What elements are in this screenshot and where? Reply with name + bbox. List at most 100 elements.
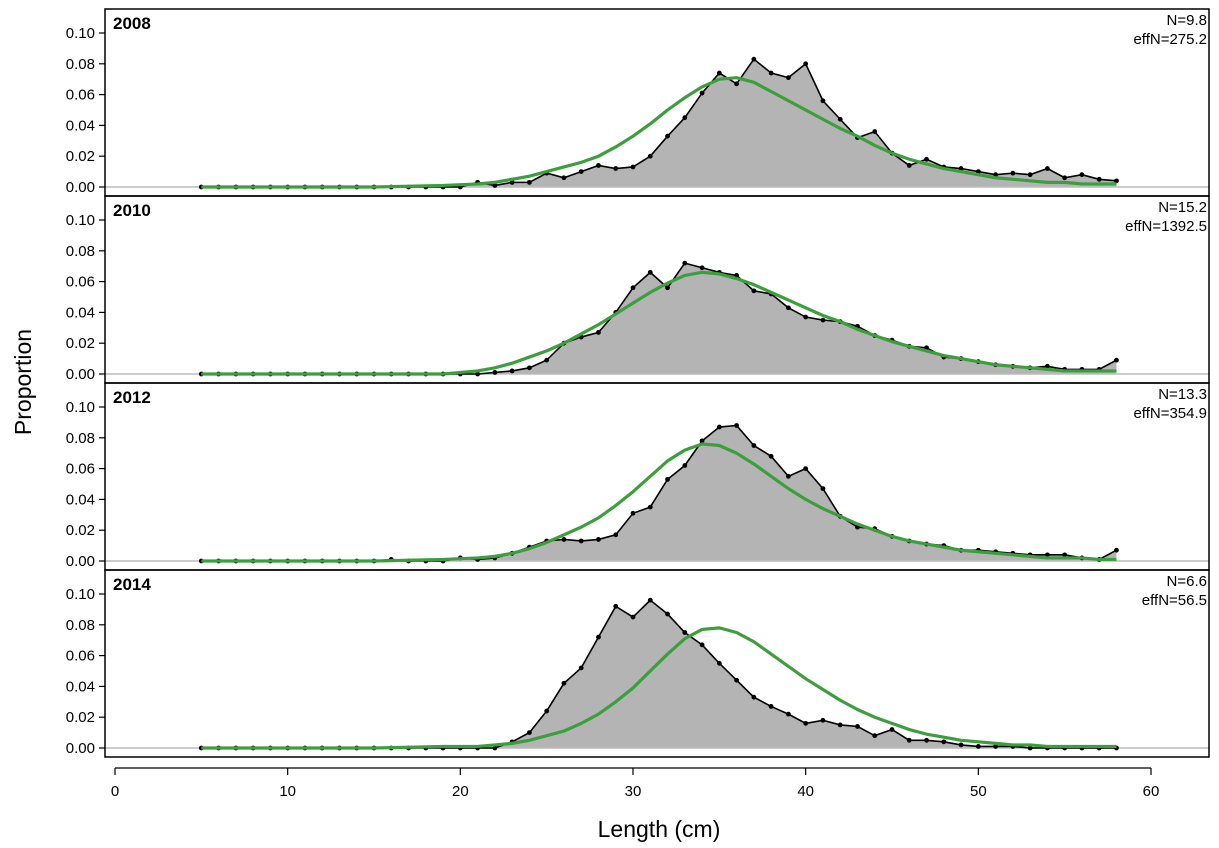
y-tick-label: 0.06: [66, 274, 95, 291]
y-tick-label: 0.02: [66, 148, 95, 165]
panel-n-label: N=13.3: [1158, 386, 1207, 403]
y-tick-label: 0.00: [66, 179, 95, 196]
observed-point: [1045, 552, 1050, 558]
panel-year-label: 2008: [113, 14, 151, 33]
y-tick-label: 0.02: [66, 709, 95, 726]
y-tick-label: 0.08: [66, 243, 95, 260]
observed-point: [820, 717, 826, 723]
observed-point: [630, 614, 636, 620]
observed-point: [993, 744, 998, 749]
observed-point: [924, 737, 929, 743]
y-tick-label: 0.04: [66, 491, 95, 508]
panel-effn-label: effN=354.9: [1133, 405, 1207, 422]
observed-point: [786, 473, 791, 479]
observed-point: [837, 116, 843, 122]
observed-area-2010: [201, 263, 1117, 374]
observed-point: [786, 711, 791, 717]
panel-2014: 0.00 0.02 0.04 0.06 0.08 0.10 2014 N=6.6 effN=56…: [66, 569, 1210, 758]
y-tick-label: 0.00: [66, 553, 95, 570]
observed-point: [716, 660, 722, 666]
y-tick-label: 0.02: [66, 335, 95, 352]
panel-2010: 0.00 0.02 0.04 0.06 0.08 0.10 2010 N=15.2 effN=1…: [66, 195, 1210, 384]
observed-point: [544, 708, 550, 714]
y-tick-label: 0.02: [66, 522, 95, 539]
observed-point: [958, 166, 964, 171]
observed-point: [682, 115, 688, 121]
observed-point: [786, 75, 791, 81]
x-axis-title: Length (cm): [598, 816, 721, 842]
panel-n-label: N=6.6: [1167, 573, 1207, 590]
observed-point: [803, 466, 809, 471]
observed-point: [492, 745, 498, 751]
observed-point: [975, 169, 981, 175]
panel-year-label: 2010: [113, 201, 151, 220]
observed-point: [578, 169, 584, 175]
panel-effn-label: effN=275.2: [1133, 31, 1207, 48]
panel-year-label: 2012: [113, 388, 151, 407]
observed-point: [527, 365, 532, 371]
observed-point: [768, 453, 774, 459]
observed-point: [509, 368, 515, 374]
observed-point: [803, 720, 809, 726]
y-tick-label: 0.04: [66, 678, 95, 695]
observed-point: [889, 727, 895, 732]
observed-point: [820, 98, 826, 104]
observed-point: [820, 486, 826, 492]
observed-point: [716, 70, 722, 76]
panel-2008: 0.00 0.02 0.04 0.06 0.08 0.10 2008 N=9.8 effN=27…: [66, 8, 1210, 197]
observed-point: [1062, 552, 1068, 558]
panel-year-label: 2014: [113, 575, 151, 594]
x-tick-label: 50: [970, 783, 987, 800]
observed-point: [751, 288, 757, 294]
panel-n-label: N=9.8: [1167, 12, 1207, 29]
observed-point: [682, 463, 688, 468]
y-tick-label: 0.06: [66, 648, 95, 665]
y-tick-label: 0.00: [66, 740, 95, 757]
y-tick-label: 0.10: [66, 586, 95, 603]
observed-point: [924, 156, 929, 162]
panel-effn-label: effN=1392.5: [1125, 218, 1207, 235]
observed-point: [682, 260, 688, 266]
panels-layer: 0.00 0.02 0.04 0.06 0.08 0.10 2008 N=9.8 effN=27…: [66, 8, 1210, 758]
observed-point: [492, 370, 498, 375]
observed-point: [665, 476, 670, 482]
y-tick-label: 0.00: [66, 366, 95, 383]
observed-point: [647, 269, 653, 275]
observed-point: [734, 423, 739, 428]
x-tick-label: 20: [452, 783, 469, 800]
observed-point: [527, 730, 532, 735]
x-tick-label: 0: [111, 783, 119, 800]
observed-point: [665, 611, 670, 617]
observed-point: [1062, 175, 1068, 181]
y-tick-label: 0.10: [66, 25, 95, 42]
x-tick-label: 30: [625, 783, 642, 800]
x-tick-label: 40: [797, 783, 814, 800]
observed-point: [803, 61, 809, 67]
observed-point: [527, 179, 532, 185]
observed-point: [699, 642, 705, 648]
observed-point: [613, 532, 619, 538]
observed-point: [734, 677, 739, 683]
panel-n-label: N=15.2: [1158, 199, 1207, 216]
observed-point: [803, 314, 809, 320]
observed-point: [751, 694, 757, 700]
observed-point: [1114, 357, 1119, 363]
observed-point: [475, 371, 480, 377]
observed-point: [699, 90, 705, 96]
observed-point: [820, 317, 826, 323]
expected-line-2014: [201, 626, 1117, 750]
y-tick-label: 0.10: [66, 212, 95, 229]
observed-point: [768, 704, 774, 709]
observed-point: [647, 504, 653, 510]
observed-point: [630, 164, 636, 170]
panel-2012: 0.00 0.02 0.04 0.06 0.08 0.10 2012 N=13.3 effN=3…: [66, 382, 1210, 571]
observed-point: [578, 538, 584, 544]
y-tick-label: 0.08: [66, 56, 95, 73]
observed-point: [596, 163, 601, 168]
observed-point: [630, 510, 636, 516]
observed-point: [561, 537, 567, 542]
observed-point: [578, 665, 584, 671]
y-tick-label: 0.06: [66, 461, 95, 478]
